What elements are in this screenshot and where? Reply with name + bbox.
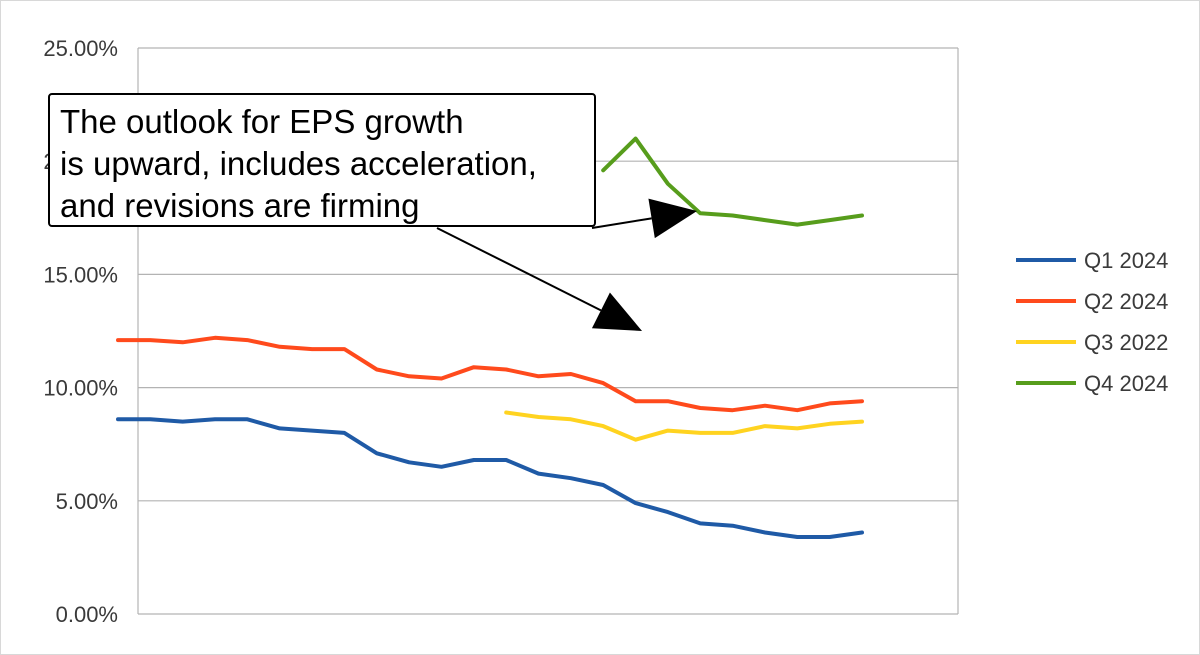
series-lines [116,136,864,539]
legend-label: Q1 2024 [1084,248,1168,273]
annotation-line-3: and revisions are firming [60,187,420,224]
annotation-line-2: is upward, includes acceleration, [60,145,537,182]
legend-item-q4_2024: Q4 2024 [1016,371,1168,396]
series-q2_2024 [116,335,864,413]
y-tick-label: 10.00% [43,376,118,401]
y-tick-label: 15.00% [43,262,118,287]
annotation-callout: The outlook for EPS growth is upward, in… [48,93,596,227]
series-q1_2024 [116,417,864,539]
annotation-arrows [436,198,698,331]
series-line-q1_2024 [116,417,864,539]
series-line-q2_2024 [116,335,864,413]
annotation-line-1: The outlook for EPS growth [60,103,464,140]
legend: Q1 2024 Q2 2024 Q3 2022 Q4 2024 [1016,248,1168,396]
series-line-q4_2024 [601,136,864,227]
series-q4_2024 [601,136,864,227]
y-tick-label: 5.00% [56,489,118,514]
legend-label: Q2 2024 [1084,289,1168,314]
annotation-arrow-head [648,198,698,239]
legend-label: Q3 2022 [1084,330,1168,355]
legend-item-q1_2024: Q1 2024 [1016,248,1168,273]
y-tick-label: 25.00% [43,36,118,61]
annotation-arrow-shaft [591,217,652,229]
series-line-q3_2022 [504,410,864,442]
legend-item-q3_2022: Q3 2022 [1016,330,1168,355]
legend-label: Q4 2024 [1084,371,1168,396]
series-q3_2022 [504,410,864,442]
y-tick-label: 0.00% [56,602,118,627]
annotation-arrow-shaft [436,227,602,312]
annotation-arrow-head [591,292,643,331]
legend-item-q2_2024: Q2 2024 [1016,289,1168,314]
